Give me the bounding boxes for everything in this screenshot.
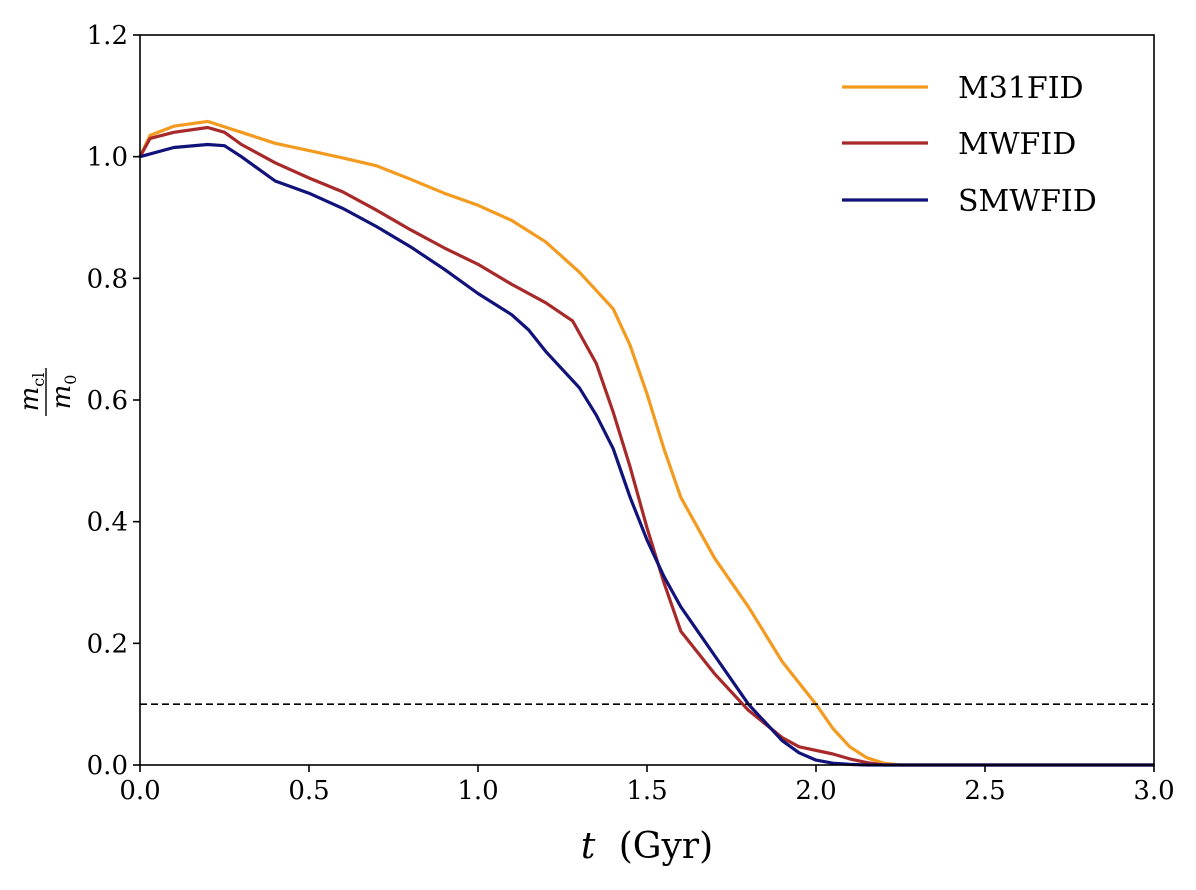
series-lines: [138, 119, 1154, 767]
y-axis: 0.0 0.2 0.4 0.6 0.8 1.0 1.2: [87, 21, 140, 781]
y-label-denominator: m0: [47, 375, 80, 410]
y-tick-label: 1.2: [87, 21, 128, 51]
x-axis-variable: t: [581, 826, 596, 867]
x-tick-label: 2.0: [795, 776, 836, 806]
series-line-smwfid: [139, 142, 1154, 767]
x-tick-label: 3.0: [1133, 776, 1174, 806]
legend-label-mwfid: MWFID: [958, 127, 1076, 162]
y-label-den-symbol: m: [47, 385, 77, 410]
y-tick-label: 0.8: [87, 264, 128, 294]
y-tick-label: 1.0: [87, 143, 128, 173]
y-label-num-symbol: m: [15, 387, 45, 412]
x-axis: 0.0 0.5 1.0 1.5 2.0 2.5 3.0: [119, 765, 1175, 806]
legend: M31FID MWFID SMWFID: [842, 71, 1097, 219]
x-tick-label: 1.5: [626, 776, 667, 806]
legend-label-m31fid: M31FID: [958, 71, 1084, 106]
x-tick-label: 2.5: [964, 776, 1005, 806]
y-label-num-subscript: cl: [29, 373, 48, 387]
x-tick-label: 1.0: [457, 776, 498, 806]
y-tick-label: 0.4: [87, 508, 128, 538]
y-label-numerator: mcl: [15, 373, 48, 412]
series-line-mwfid: [138, 125, 1154, 767]
x-axis-label: t (Gyr): [581, 826, 713, 867]
x-tick-label: 0.5: [288, 776, 329, 806]
y-label-den-subscript: 0: [61, 375, 80, 385]
x-tick-label: 0.0: [119, 776, 160, 806]
y-tick-label: 0.6: [87, 386, 128, 416]
x-axis-unit: (Gyr): [619, 826, 713, 867]
y-tick-label: 0.2: [87, 629, 128, 659]
series-line-m31fid: [138, 119, 1154, 767]
y-axis-label: mcl m0: [15, 368, 80, 416]
plot-background: [140, 35, 1154, 765]
y-tick-label: 0.0: [87, 751, 128, 781]
legend-label-smwfid: SMWFID: [958, 184, 1097, 219]
